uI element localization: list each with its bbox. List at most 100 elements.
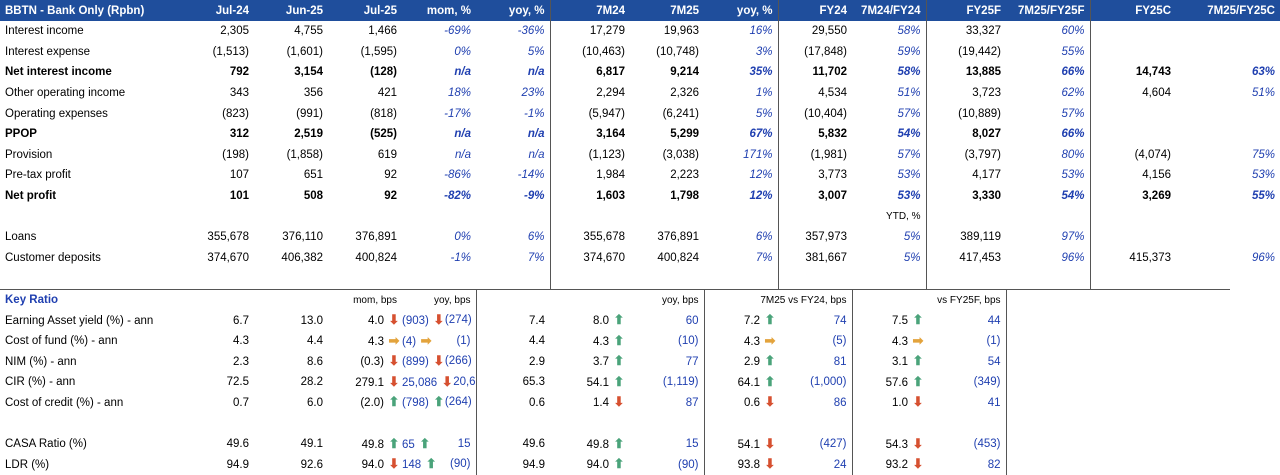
- cell: 59%: [852, 41, 927, 63]
- col-header: FY25F: [926, 0, 1006, 21]
- value: 57.6: [885, 376, 908, 389]
- value: 64.1: [737, 376, 760, 389]
- vs-fy25-label: vs FY25F, bps: [852, 288, 1007, 311]
- cell: 11,702: [812, 66, 847, 79]
- row-label: Earning Asset yield (%) - ann: [5, 314, 154, 327]
- empty-cell: [254, 288, 328, 311]
- yoy2-bps: 15: [685, 438, 699, 451]
- empty-cell: [0, 206, 174, 227]
- row-label: CIR (%) - ann: [5, 376, 76, 389]
- cell-group: 41: [926, 392, 1007, 414]
- cell: 80%: [1006, 144, 1091, 166]
- cell: n/a: [454, 66, 471, 79]
- trend-arrow-icon: ⬆: [764, 312, 776, 328]
- empty-cell: [1090, 372, 1230, 393]
- empty-cell: [630, 413, 705, 434]
- spacer-row: [0, 413, 1280, 434]
- cell-group: (0.3) ⬇: [328, 352, 402, 373]
- key-ratio-header: Key Ratio mom, bps yoy, bps yoy, bps 7M25 vs…: [0, 288, 1280, 311]
- cell-group: 60: [630, 310, 705, 331]
- mom-bps: 65: [402, 438, 415, 451]
- cell: 1,466: [368, 25, 397, 38]
- trend-arrow-icon: ⬆: [613, 435, 625, 451]
- cell: 9,214: [670, 66, 699, 79]
- cell: 651: [303, 169, 323, 182]
- cell-group: 4.3 ⬆: [550, 331, 630, 352]
- cell: 3,007: [818, 190, 847, 203]
- cell: 2,223: [670, 169, 699, 182]
- cell-group: (2.0) ⬆: [328, 393, 402, 414]
- vs-fy24-bps: (5): [832, 335, 847, 348]
- cell: (10,404): [804, 107, 847, 120]
- col-header: Jul-24: [174, 0, 254, 21]
- cell-group: (903) ⬇ (274): [402, 310, 477, 331]
- empty-cell: [704, 206, 779, 227]
- cell-group: (90): [630, 454, 705, 475]
- cell: 4,534: [818, 87, 847, 100]
- trend-arrow-icon: ⬆: [764, 373, 776, 389]
- empty-cell: [1090, 413, 1230, 434]
- cell: 355,678: [583, 231, 625, 244]
- value: 54.3: [885, 438, 908, 451]
- mom-group: (903) ⬇: [402, 312, 445, 328]
- empty-cell: [402, 268, 476, 289]
- cell: 381,667: [805, 251, 847, 264]
- cell: 343: [229, 87, 249, 100]
- empty-cell: [852, 413, 926, 434]
- trend-arrow-icon: ⬇: [433, 312, 445, 328]
- cell: 7%: [704, 247, 779, 269]
- mom-group: 148 ⬆: [402, 457, 437, 471]
- cell: 7%: [476, 247, 551, 269]
- cell: 357,973: [805, 231, 847, 244]
- cell-group: 77: [630, 351, 705, 373]
- table-row: Net profit 101 508 92 -82% -9% 1,603 1,798 12% 3,…: [0, 185, 1280, 207]
- cell: 6.7: [233, 314, 249, 327]
- row-label: Interest income: [5, 25, 84, 38]
- cell: (525): [370, 128, 397, 141]
- yoy-bps: (266): [444, 355, 472, 368]
- cell: 107: [229, 169, 249, 182]
- cell-group: 0.6 ⬇: [704, 393, 778, 414]
- empty-cell: [778, 268, 852, 289]
- cell: 3%: [704, 41, 779, 63]
- cell-group: (1,119): [630, 372, 705, 393]
- vs-fy25-bps: 41: [987, 396, 1001, 409]
- cell: 72.5: [226, 376, 249, 389]
- value: 54.1: [586, 376, 609, 389]
- yoy2-bps: 77: [685, 355, 699, 368]
- cell: 57%: [852, 103, 927, 124]
- cell: 2,294: [596, 87, 625, 100]
- cell: (1,858): [286, 148, 323, 161]
- trend-arrow-icon: ⬇: [613, 394, 625, 410]
- cell: 58%: [852, 21, 927, 42]
- cell: 101: [229, 190, 249, 203]
- cell: 35%: [704, 62, 779, 83]
- yoy-bps: 15: [457, 437, 471, 450]
- cell: 51%: [852, 82, 927, 104]
- empty-cell: [1090, 352, 1230, 373]
- cell: 376,891: [355, 231, 397, 244]
- table-title: BBTN - Bank Only (Rpbn): [0, 0, 174, 21]
- cell: 4,177: [972, 169, 1001, 182]
- cell: 33,327: [965, 25, 1001, 38]
- ratio-row: Earning Asset yield (%) - ann 6.7 13.0 4.0 ⬇…: [0, 310, 1280, 331]
- cell: 19,963: [663, 25, 699, 38]
- yoy2-bps: (90): [678, 458, 699, 471]
- vs-fy24-label: 7M25 vs FY24, bps: [704, 288, 853, 311]
- trend-arrow-icon: ⬆: [613, 312, 625, 328]
- cell: 4,156: [1142, 169, 1171, 182]
- empty-cell: [550, 268, 630, 289]
- cell: 2,305: [220, 25, 249, 38]
- col-header: yoy, %: [476, 0, 551, 21]
- cell: 97%: [1006, 226, 1091, 248]
- empty-cell: [926, 268, 1006, 289]
- vs-fy24-bps: (1,000): [810, 376, 847, 389]
- mom-bps: (903): [402, 315, 429, 328]
- cell: [1176, 103, 1280, 124]
- cell: n/a: [476, 123, 551, 145]
- cell-group: 74: [778, 310, 853, 331]
- cell: 2.3: [233, 355, 249, 368]
- cell: 17,279: [589, 25, 625, 38]
- empty-cell: [1006, 331, 1090, 352]
